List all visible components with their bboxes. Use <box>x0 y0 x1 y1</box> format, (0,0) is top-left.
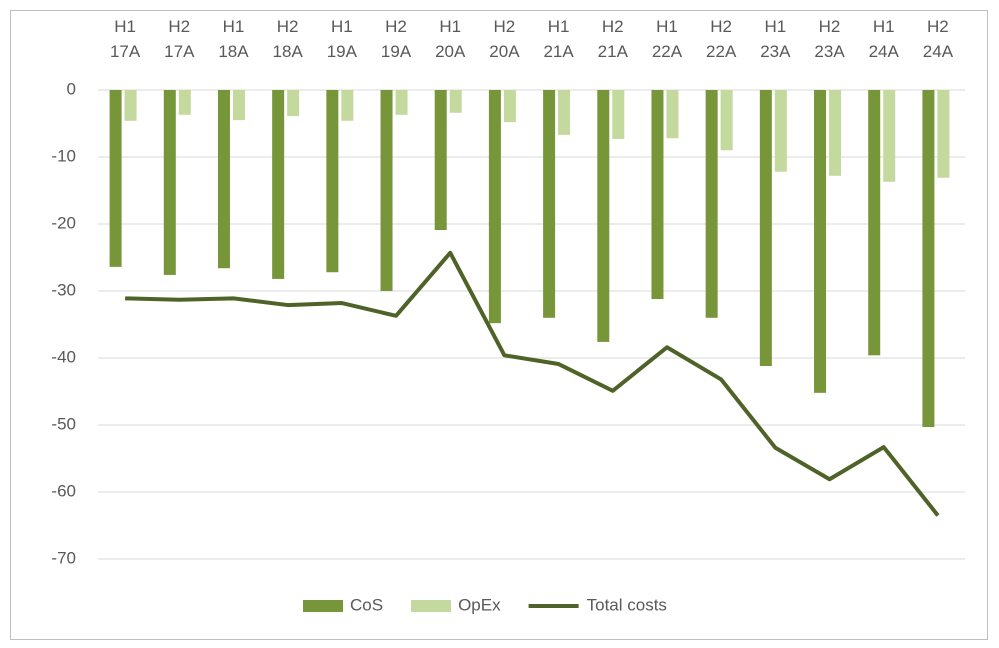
bar <box>558 90 571 135</box>
legend-label: Total costs <box>587 595 667 614</box>
bar <box>272 90 285 279</box>
legend-swatch <box>303 600 343 612</box>
y-tick-label: -70 <box>51 548 76 567</box>
bar <box>883 90 896 182</box>
legend-label: CoS <box>350 595 383 614</box>
x-tick-label: H1 19A <box>326 17 357 61</box>
bar <box>597 90 610 342</box>
bar <box>868 90 881 356</box>
bar <box>434 90 447 231</box>
bar <box>124 90 137 121</box>
x-tick-label: H2 17A <box>164 17 195 61</box>
y-tick-label: -20 <box>51 213 76 232</box>
x-tick-label: H2 24A <box>922 17 954 61</box>
y-tick-label: -50 <box>51 414 76 433</box>
bar <box>937 90 950 178</box>
bar <box>163 90 176 275</box>
x-tick-label: H1 22A <box>651 17 683 61</box>
bar <box>774 90 787 172</box>
bar <box>395 90 408 115</box>
bar <box>612 90 625 139</box>
bar <box>720 90 733 151</box>
bar <box>326 90 339 273</box>
x-tick-label: H2 23A <box>814 17 845 61</box>
x-tick-label: H1 20A <box>435 17 466 61</box>
bar <box>829 90 842 176</box>
bar <box>814 90 827 393</box>
bar <box>922 90 935 428</box>
x-tick-label: H1 18A <box>218 17 249 61</box>
x-tick-label: H1 24A <box>868 17 899 61</box>
bar <box>666 90 679 139</box>
y-tick-label: -10 <box>51 146 76 165</box>
bar <box>217 90 230 269</box>
bar <box>651 90 664 300</box>
x-tick-label: H2 20A <box>489 17 520 61</box>
x-tick-label: H2 18A <box>272 17 303 61</box>
bar <box>232 90 245 121</box>
x-tick-label: H2 21A <box>597 17 628 61</box>
bar <box>759 90 772 367</box>
bar <box>341 90 354 121</box>
bar <box>503 90 516 123</box>
y-tick-label: -60 <box>51 481 76 500</box>
x-tick-label: H2 19A <box>380 17 412 61</box>
y-tick-label: 0 <box>67 79 76 98</box>
bar <box>287 90 300 117</box>
bar <box>178 90 191 115</box>
bar <box>705 90 718 318</box>
bar <box>380 90 393 291</box>
x-tick-label: H1 21A <box>543 17 574 61</box>
line <box>125 250 940 517</box>
y-tick-label: -40 <box>51 347 76 366</box>
bar <box>543 90 556 318</box>
legend-swatch <box>411 600 452 612</box>
x-tick-label: H1 17A <box>109 17 141 61</box>
bar <box>488 90 501 324</box>
bar <box>449 90 462 113</box>
bar <box>109 90 122 267</box>
x-tick-label: H2 22A <box>706 17 737 61</box>
y-tick-label: -30 <box>51 280 76 299</box>
legend-label: OpEx <box>458 595 501 614</box>
x-tick-label: H1 23A <box>760 17 791 61</box>
